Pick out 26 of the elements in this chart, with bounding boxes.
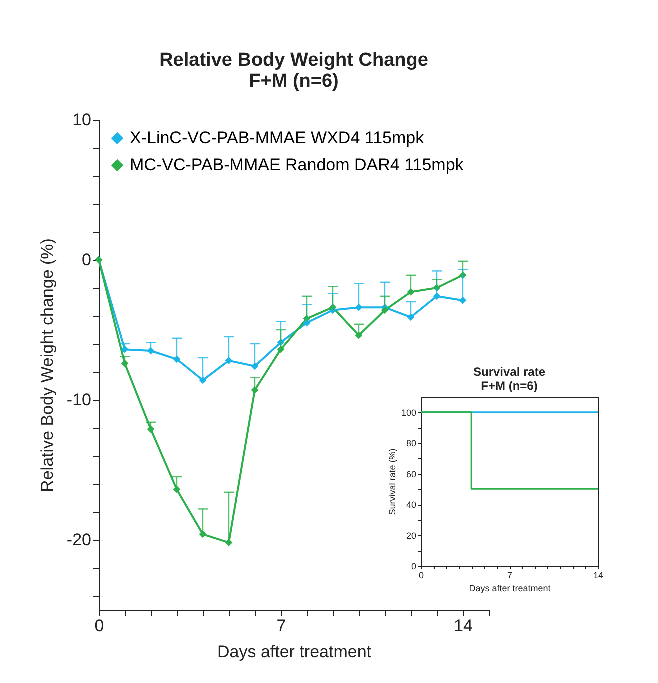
- chart-subtitle: F+M (n=6): [249, 71, 339, 92]
- y-tick-label: -20: [66, 530, 92, 550]
- chart-title: Survival rate: [473, 365, 546, 379]
- chart-subtitle: F+M (n=6): [481, 379, 538, 393]
- x-axis-title: Days after treatment: [469, 584, 552, 594]
- y-tick-label: 20: [406, 530, 416, 541]
- x-axis-title: Days after treatment: [217, 642, 372, 662]
- y-tick-label: 0: [411, 562, 416, 572]
- x-tick-label: 0: [94, 616, 104, 636]
- y-axis-title: Survival rate (%): [387, 448, 398, 516]
- y-tick-label: 100: [401, 408, 416, 418]
- y-tick-label: 0: [82, 250, 92, 270]
- x-tick-label: 7: [507, 570, 513, 580]
- chart-title: Relative Body Weight Change: [160, 50, 428, 71]
- x-tick-label: 0: [418, 570, 424, 580]
- x-tick-label: 7: [276, 616, 286, 636]
- x-tick-label: 14: [454, 616, 473, 636]
- y-tick-label: 10: [72, 110, 92, 130]
- y-tick-label: 40: [406, 500, 416, 510]
- y-tick-label: 80: [406, 438, 416, 449]
- x-tick-label: 14: [593, 570, 604, 580]
- y-tick-label: 60: [406, 469, 416, 480]
- legend-label: X-LinC-VC-PAB-MMAE WXD4 115mpk: [130, 128, 425, 148]
- y-axis-title: Relative Body Weight change (%): [38, 238, 57, 492]
- legend-label: MC-VC-PAB-MMAE Random DAR4 115mpk: [130, 156, 464, 174]
- y-tick-label: -10: [66, 390, 92, 410]
